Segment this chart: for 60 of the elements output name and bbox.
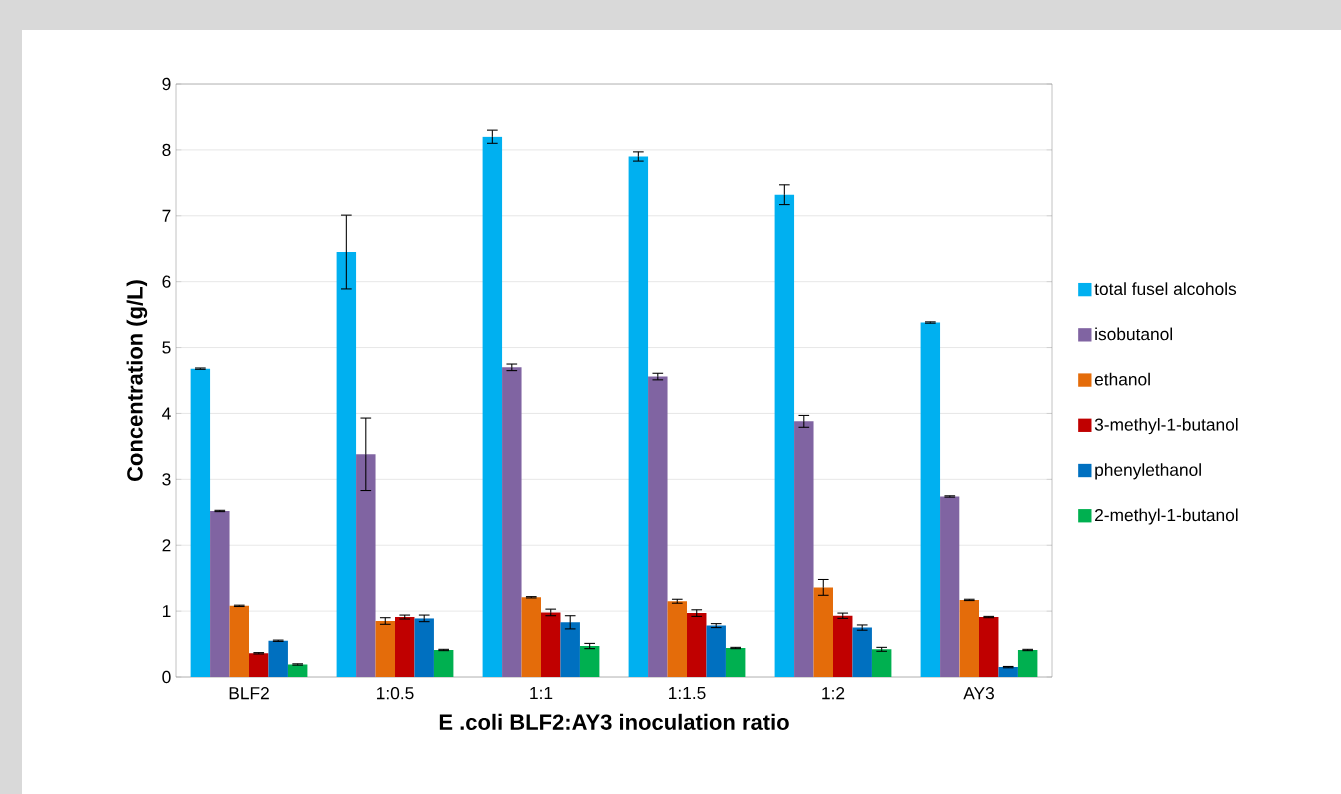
- bar: [356, 454, 376, 677]
- bar: [229, 605, 250, 677]
- y-tick-label: 3: [162, 473, 171, 486]
- bar: [249, 653, 269, 677]
- bar: [541, 612, 561, 677]
- legend-label: 2-methyl-1-butanol: [1095, 508, 1238, 525]
- legend-label: total fusel alcohols: [1094, 282, 1237, 296]
- legend-label: isobutanol: [1095, 327, 1173, 341]
- x-tick-label: BLF2: [229, 687, 269, 700]
- bar: [395, 617, 415, 677]
- bar: [998, 667, 1018, 677]
- bar: [667, 601, 688, 677]
- bar: [375, 621, 396, 677]
- y-tick-label: 8: [162, 143, 171, 157]
- bar: [852, 627, 872, 677]
- y-tick-label: 5: [162, 341, 171, 354]
- legend-label: 3-methyl-1-butanol: [1094, 418, 1238, 435]
- bar: [813, 587, 833, 677]
- bar: [833, 615, 853, 677]
- bar: [725, 648, 746, 677]
- x-axis-title: E .coli BLF2:AY3 inoculation ratio: [439, 713, 789, 730]
- y-tick-label: 7: [162, 209, 171, 222]
- y-tick-label: 4: [162, 407, 171, 420]
- bar: [1017, 649, 1038, 677]
- bar: [628, 156, 649, 677]
- bar: [579, 646, 600, 677]
- y-tick-label: 0: [162, 670, 171, 684]
- y-tick-label: 9: [162, 77, 171, 91]
- legend-label: ethanol: [1094, 372, 1150, 386]
- bar: [433, 649, 454, 677]
- x-tick-label: AY3: [963, 687, 994, 700]
- x-tick-label: 1:2: [822, 687, 845, 700]
- bar: [414, 618, 434, 677]
- bar: [979, 617, 999, 677]
- bar: [687, 613, 707, 677]
- bar: [210, 510, 230, 677]
- x-tick-label: 1:0.5: [377, 687, 414, 700]
- y-tick-label: 2: [162, 539, 171, 552]
- x-tick-label: 1:1: [530, 687, 553, 699]
- bar: [336, 252, 357, 677]
- bar: [190, 368, 211, 677]
- bar: [706, 625, 726, 677]
- bar: [268, 640, 288, 677]
- bar: [521, 597, 541, 677]
- bar: [959, 599, 979, 677]
- y-tick-label: 6: [162, 275, 171, 288]
- bar: [648, 376, 668, 677]
- bar: [794, 421, 814, 677]
- bar: [871, 649, 892, 677]
- bar: [774, 194, 795, 677]
- bar: [502, 367, 522, 677]
- bar: [560, 622, 580, 677]
- bar: [482, 136, 503, 677]
- bar: [920, 322, 941, 677]
- y-axis-title: Concentration (g/L): [126, 280, 148, 482]
- legend-label: phenylethanol: [1095, 463, 1201, 480]
- y-tick-label: 1: [162, 605, 171, 618]
- x-tick-label: 1:1.5: [669, 687, 706, 700]
- bar: [287, 664, 308, 677]
- bar: [940, 496, 960, 677]
